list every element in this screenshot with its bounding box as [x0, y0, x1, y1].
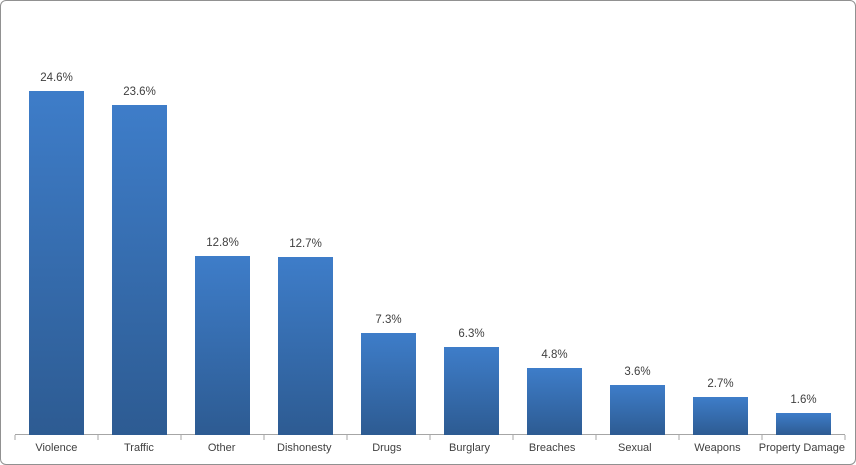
axis-tick	[429, 435, 431, 440]
value-label-drugs: 7.3%	[375, 314, 402, 326]
category-label-property-damage: Property Damage	[758, 442, 845, 454]
bar-traffic	[112, 105, 167, 435]
category-label-violence: Violence	[35, 442, 78, 454]
axis-tick	[512, 435, 514, 440]
category-label-weapons: Weapons	[694, 442, 741, 454]
category-label-sexual: Sexual	[617, 442, 652, 454]
bar-drugs	[361, 333, 416, 435]
bar-slot-traffic: 23.6%	[98, 1, 181, 435]
value-label-traffic: 23.6%	[123, 86, 156, 98]
x-axis-line	[15, 434, 845, 435]
category-label-burglary: Burglary	[449, 442, 490, 454]
x-axis-labels: Violence Traffic Other Dishonesty Drugs Burgl…	[15, 435, 845, 464]
value-label-violence: 24.6%	[40, 72, 73, 84]
axis-tick	[180, 435, 182, 440]
plot-area: 24.6% 23.6% 12.8% 12.7% 7.3% 6.3% 4.8% 3.6% 2.7%…	[14, 1, 846, 440]
bar-violence	[29, 91, 84, 435]
axis-tick	[595, 435, 597, 440]
bar-slot-burglary: 6.3%	[430, 1, 513, 435]
value-label-property-damage: 1.6%	[790, 394, 817, 406]
bar-property-damage	[776, 413, 831, 435]
axis-tick	[263, 435, 265, 440]
bar-slot-drugs: 7.3%	[347, 1, 430, 435]
category-label-dishonesty: Dishonesty	[277, 442, 332, 454]
bar-weapons	[693, 397, 748, 435]
bar-slot-breaches: 4.8%	[513, 1, 596, 435]
value-label-burglary: 6.3%	[458, 328, 485, 340]
bar-burglary	[444, 347, 499, 435]
bar-slot-weapons: 2.7%	[679, 1, 762, 435]
axis-tick	[678, 435, 680, 440]
bar-slot-dishonesty: 12.7%	[264, 1, 347, 435]
category-label-other: Other	[207, 442, 236, 454]
category-label-breaches: Breaches	[528, 442, 576, 454]
bar-dishonesty	[278, 257, 333, 435]
bar-slot-violence: 24.6%	[15, 1, 98, 435]
value-label-sexual: 3.6%	[624, 366, 651, 378]
bar-slot-sexual: 3.6%	[596, 1, 679, 435]
value-label-other: 12.8%	[206, 237, 239, 249]
bar-other	[195, 256, 250, 435]
axis-tick	[97, 435, 99, 440]
axis-tick	[346, 435, 348, 440]
bar-slot-property-damage: 1.6%	[762, 1, 845, 435]
bar-slot-other: 12.8%	[181, 1, 264, 435]
axis-tick	[14, 435, 16, 440]
category-label-drugs: Drugs	[372, 442, 402, 454]
bar-sexual	[610, 385, 665, 435]
bar-breaches	[527, 368, 582, 435]
axis-tick	[761, 435, 763, 440]
value-label-dishonesty: 12.7%	[289, 238, 322, 250]
value-label-weapons: 2.7%	[707, 378, 734, 390]
value-label-breaches: 4.8%	[541, 349, 568, 361]
axis-tick	[844, 435, 846, 440]
category-label-traffic: Traffic	[123, 442, 154, 454]
